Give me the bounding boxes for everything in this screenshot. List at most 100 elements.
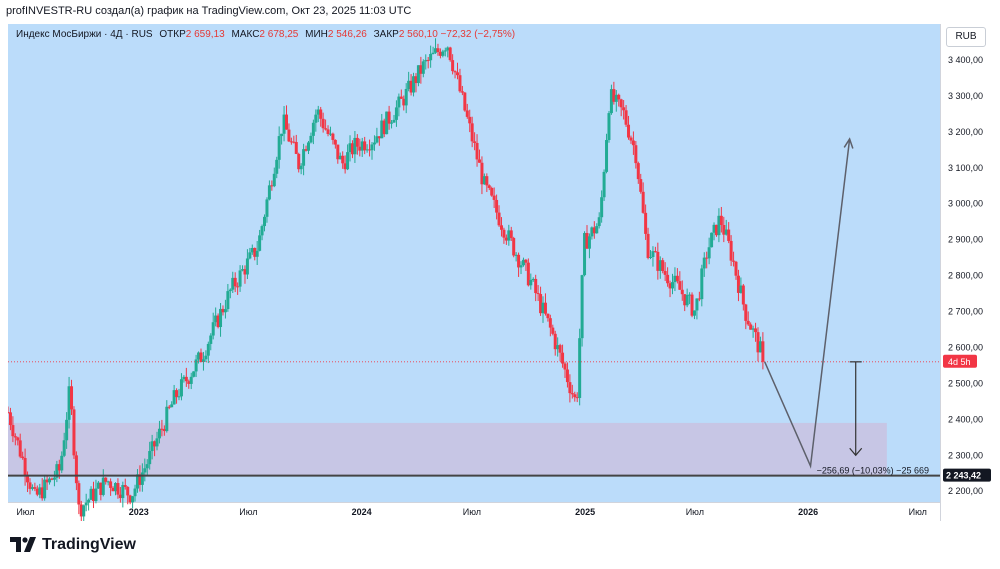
candle-body <box>619 99 623 108</box>
candle-body <box>243 269 247 275</box>
candle-body <box>573 394 577 398</box>
candle-body <box>55 464 59 478</box>
candle-body <box>622 107 626 111</box>
candle-body <box>575 397 579 399</box>
tradingview-logo-text: TradingView <box>42 536 136 553</box>
y-tick-label: 2 800,00 <box>948 271 983 281</box>
candle-body <box>394 107 398 120</box>
chart-area[interactable]: −256,69 (−10,03%) −25 669 2 200,00 2 300,0… <box>8 24 996 521</box>
candle-body <box>666 274 670 284</box>
candle-body <box>460 91 464 93</box>
candle-body <box>70 386 74 410</box>
candle-body <box>477 159 481 163</box>
price-chart[interactable]: −256,69 (−10,03%) −25 669 2 200,00 2 300,0… <box>8 24 996 521</box>
candle-body <box>199 352 203 363</box>
candle-body <box>475 142 479 160</box>
candle-body <box>321 118 325 129</box>
candle-body <box>309 135 313 143</box>
candle-body <box>399 96 403 99</box>
candle-body <box>304 149 308 151</box>
candle-body <box>145 464 149 469</box>
candle-body <box>148 451 152 465</box>
candle-body <box>685 294 689 306</box>
candle-body <box>170 404 174 408</box>
legend-close-value: 2 560,10 <box>398 29 438 40</box>
candle-body <box>646 233 650 258</box>
candle-body <box>26 475 30 483</box>
candle-body <box>492 195 496 200</box>
candle-body <box>641 191 645 213</box>
projection-path <box>764 138 851 469</box>
candle-body <box>746 320 750 325</box>
candle-body <box>416 65 420 84</box>
candle-body <box>382 120 386 135</box>
support-price-badge <box>943 468 991 482</box>
candle-body <box>84 502 88 506</box>
candle-body <box>87 499 91 503</box>
candle-body <box>155 438 159 447</box>
candle-body <box>595 226 599 234</box>
candle-body <box>404 88 408 106</box>
candle-body <box>277 136 281 160</box>
candle-body <box>221 308 225 313</box>
candle-body <box>74 455 78 484</box>
currency-button[interactable]: RUB <box>946 27 986 47</box>
candle-body <box>487 185 491 188</box>
candle-body <box>734 261 738 276</box>
candle-body <box>385 111 389 135</box>
candle-body <box>343 163 347 170</box>
candle-body <box>707 247 711 259</box>
candle-body <box>216 315 220 328</box>
candle-body <box>128 495 132 503</box>
y-tick-label: 2 600,00 <box>948 342 983 352</box>
candle-body <box>165 406 169 432</box>
candle-body <box>724 229 728 235</box>
candle-body <box>377 136 381 139</box>
countdown-label: 4d 5h <box>948 357 971 367</box>
candle-body <box>280 133 284 137</box>
legend-low-label: МИН <box>305 29 328 40</box>
candle-body <box>138 474 142 485</box>
candle-body <box>443 50 447 52</box>
candle-body <box>287 129 291 142</box>
candle-body <box>96 482 100 489</box>
candle-body <box>480 162 484 185</box>
candle-body <box>272 173 276 187</box>
candle-body <box>653 251 657 253</box>
candle-body <box>380 120 384 139</box>
candle-body <box>265 199 269 217</box>
candle-body <box>736 275 740 293</box>
candle-body <box>121 485 125 499</box>
candle-body <box>649 256 653 258</box>
candle-body <box>668 283 672 289</box>
candle-body <box>490 187 494 196</box>
candle-body <box>368 149 372 151</box>
candle-body <box>499 225 503 230</box>
candle-body <box>253 247 257 257</box>
candle-body <box>43 479 47 499</box>
candle-body <box>419 65 423 74</box>
candle-body <box>302 149 306 166</box>
candle-body <box>289 141 293 143</box>
tradingview-logo[interactable]: TradingView <box>10 536 136 554</box>
candle-body <box>426 59 430 61</box>
candle-body <box>580 275 584 339</box>
y-tick-label: 3 000,00 <box>948 199 983 209</box>
y-tick-label: 2 200,00 <box>948 486 983 496</box>
candle-body <box>739 285 743 293</box>
candle-body <box>67 386 71 420</box>
y-tick-label: 2 300,00 <box>948 450 983 460</box>
candle-body <box>8 412 12 426</box>
candle-body <box>514 254 518 256</box>
legend-low-value: 2 546,26 <box>327 29 367 40</box>
candle-body <box>353 137 357 155</box>
candle-body <box>634 145 638 164</box>
candle-body <box>521 259 525 266</box>
candle-body <box>434 48 438 53</box>
candle-body <box>140 472 144 485</box>
candle-body <box>690 294 694 316</box>
candle-body <box>583 233 587 276</box>
candle-body <box>267 185 271 200</box>
candle-body <box>328 133 332 135</box>
candle-body <box>519 265 523 268</box>
